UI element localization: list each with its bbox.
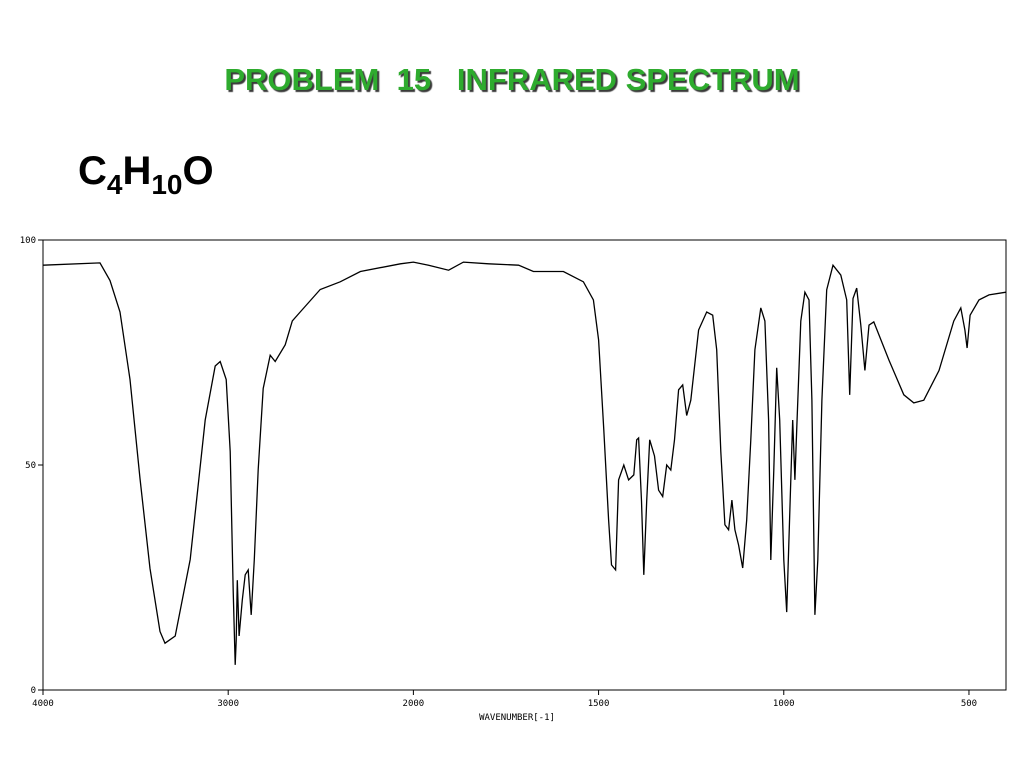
x-tick-label: 1500 [588,699,610,709]
formula-part: 4 [107,169,123,200]
x-tick-label: 2000 [403,699,425,709]
formula-part: O [183,149,214,193]
plot-frame [42,239,1007,691]
slide-title: PROBLEM 15 INFRARED SPECTRUM [224,62,800,97]
x-tick-label: 500 [961,699,977,709]
y-tick-label: 100 [20,236,36,246]
formula-part: H [122,149,151,193]
spectrum-line [42,261,1007,665]
x-tick-label: 4000 [32,699,54,709]
x-axis-label: WAVENUMBER[-1] [479,713,555,723]
formula: C4H10O [78,149,214,200]
y-tick-label: 0 [31,686,36,696]
x-tick-label: 3000 [217,699,239,709]
y-tick-label: 50 [25,461,36,471]
formula-part: C [78,149,107,193]
formula-part: 10 [151,169,182,200]
x-tick-label: 1000 [773,699,795,709]
